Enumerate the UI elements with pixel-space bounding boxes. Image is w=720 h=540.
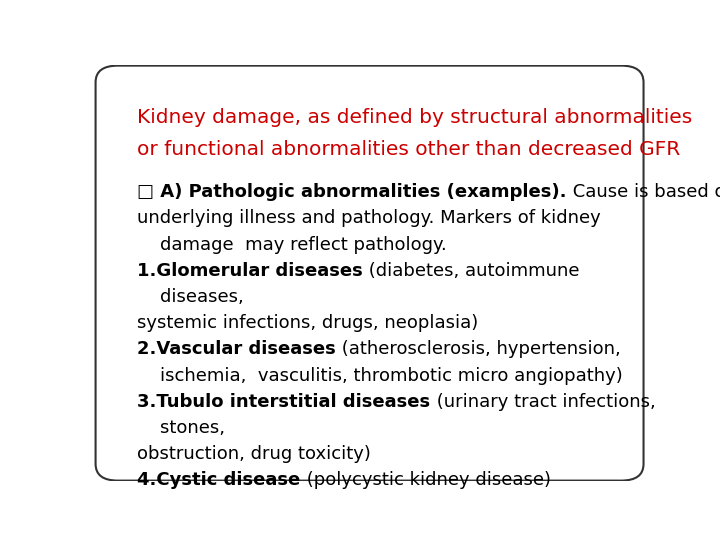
Text: (atherosclerosis, hypertension,: (atherosclerosis, hypertension, <box>336 341 621 359</box>
Text: (polycystic kidney disease): (polycystic kidney disease) <box>301 471 551 489</box>
Text: stones,: stones, <box>138 419 225 437</box>
Text: systemic infections, drugs, neoplasia): systemic infections, drugs, neoplasia) <box>138 314 479 332</box>
Text: or functional abnormalities other than decreased GFR: or functional abnormalities other than d… <box>138 140 680 159</box>
Text: Cause is based on: Cause is based on <box>567 183 720 201</box>
Text: underlying illness and pathology. Markers of kidney: underlying illness and pathology. Marker… <box>138 210 601 227</box>
Text: damage  may reflect pathology.: damage may reflect pathology. <box>138 235 447 254</box>
Text: 2.Vascular diseases: 2.Vascular diseases <box>138 341 336 359</box>
Text: ischemia,  vasculitis, thrombotic micro angiopathy): ischemia, vasculitis, thrombotic micro a… <box>138 367 624 384</box>
Text: diseases,: diseases, <box>138 288 244 306</box>
Text: 3.Tubulo interstitial diseases: 3.Tubulo interstitial diseases <box>138 393 431 411</box>
Text: □ A) Pathologic abnormalities (examples).: □ A) Pathologic abnormalities (examples)… <box>138 183 567 201</box>
Text: Kidney damage, as defined by structural abnormalities: Kidney damage, as defined by structural … <box>138 109 693 127</box>
FancyBboxPatch shape <box>96 66 644 481</box>
Text: 1.Glomerular diseases: 1.Glomerular diseases <box>138 262 363 280</box>
Text: (urinary tract infections,: (urinary tract infections, <box>431 393 655 411</box>
Text: obstruction, drug toxicity): obstruction, drug toxicity) <box>138 446 372 463</box>
Text: 4.Cystic disease: 4.Cystic disease <box>138 471 301 489</box>
Text: (diabetes, autoimmune: (diabetes, autoimmune <box>363 262 580 280</box>
